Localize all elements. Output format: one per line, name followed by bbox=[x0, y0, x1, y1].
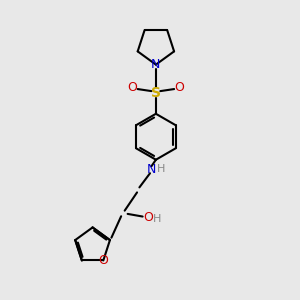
Text: O: O bbox=[98, 254, 108, 267]
Text: S: S bbox=[151, 85, 161, 100]
Text: H: H bbox=[153, 214, 161, 224]
Text: H: H bbox=[157, 164, 165, 174]
Text: O: O bbox=[175, 81, 184, 94]
Text: N: N bbox=[147, 163, 156, 176]
Text: N: N bbox=[151, 58, 160, 71]
Text: O: O bbox=[144, 211, 154, 224]
Text: O: O bbox=[128, 81, 137, 94]
